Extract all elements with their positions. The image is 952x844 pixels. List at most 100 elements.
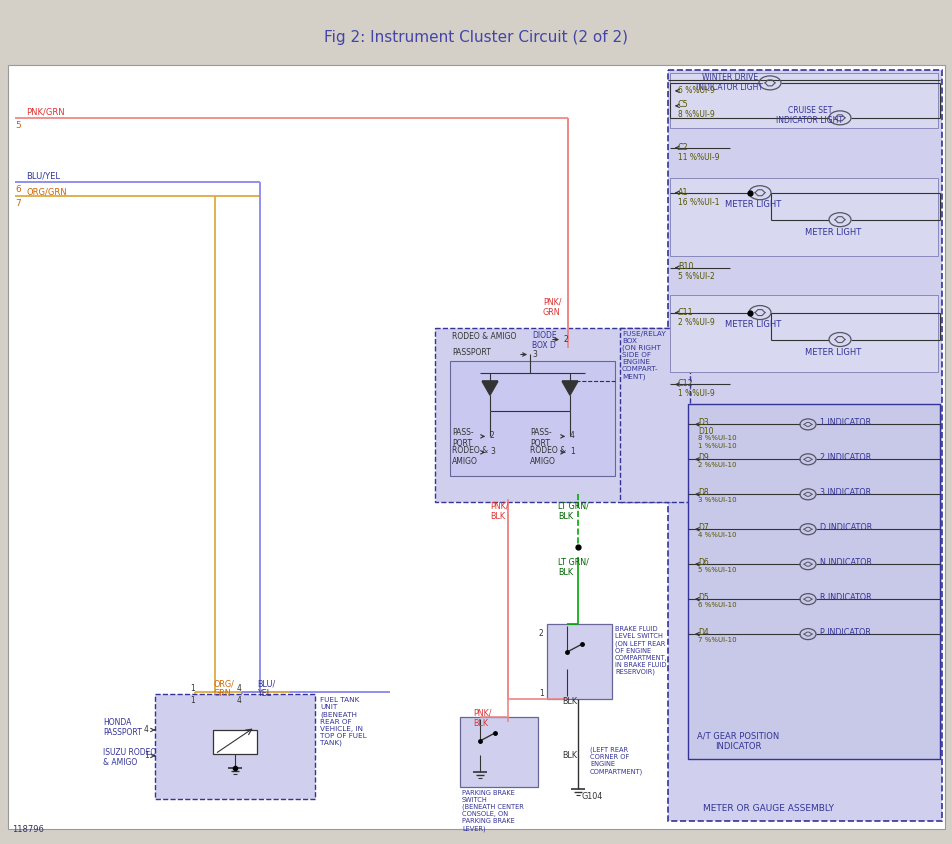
- Text: C12: C12: [677, 380, 693, 388]
- Polygon shape: [482, 381, 498, 396]
- Text: 118796: 118796: [12, 825, 44, 834]
- Text: 1: 1: [144, 751, 149, 760]
- Text: C2: C2: [677, 143, 688, 152]
- Text: 6 %%UI-9: 6 %%UI-9: [677, 86, 714, 95]
- Text: METER LIGHT: METER LIGHT: [724, 320, 781, 328]
- Text: PNK/
BLK: PNK/ BLK: [472, 709, 491, 728]
- Bar: [213, 730, 257, 754]
- Text: 1: 1: [539, 689, 544, 698]
- Bar: [460, 717, 538, 787]
- Text: 5 %%UI-10: 5 %%UI-10: [697, 567, 736, 573]
- Text: D4: D4: [697, 628, 708, 637]
- Text: 1: 1: [189, 696, 194, 705]
- Text: ORG/
GRN: ORG/ GRN: [214, 679, 234, 699]
- Text: 1 INDICATOR: 1 INDICATOR: [819, 419, 870, 427]
- Bar: [546, 624, 611, 699]
- Text: PNK/
BLK: PNK/ BLK: [489, 501, 508, 521]
- Text: RODEO &
AMIGO: RODEO & AMIGO: [451, 446, 487, 466]
- Text: BLU/YEL: BLU/YEL: [26, 172, 60, 181]
- Text: CRUISE SET
INDICATOR LIGHT: CRUISE SET INDICATOR LIGHT: [776, 106, 843, 125]
- Bar: [667, 70, 941, 821]
- Text: A/T GEAR POSITION
INDICATOR: A/T GEAR POSITION INDICATOR: [696, 732, 779, 751]
- Text: METER LIGHT: METER LIGHT: [804, 348, 861, 356]
- Text: P INDICATOR: P INDICATOR: [819, 628, 870, 637]
- Text: 6: 6: [15, 185, 21, 194]
- Text: N INDICATOR: N INDICATOR: [819, 558, 871, 567]
- Text: 4 %%UI-10: 4 %%UI-10: [697, 533, 736, 538]
- Polygon shape: [562, 381, 578, 396]
- Text: PASS-
PORT: PASS- PORT: [451, 429, 473, 448]
- Text: 2: 2: [489, 431, 494, 441]
- Text: 8 %%UI-10: 8 %%UI-10: [697, 436, 736, 441]
- Bar: [669, 178, 937, 256]
- Text: 2 INDICATOR: 2 INDICATOR: [819, 453, 870, 463]
- Text: 3 INDICATOR: 3 INDICATOR: [819, 489, 870, 497]
- Text: WINTER DRIVE
INDICATOR LIGHT: WINTER DRIVE INDICATOR LIGHT: [696, 73, 763, 92]
- Bar: [155, 694, 315, 799]
- Text: 8 %%UI-9: 8 %%UI-9: [677, 110, 714, 119]
- Text: D7: D7: [697, 523, 708, 533]
- Text: DIODE
BOX D: DIODE BOX D: [531, 331, 556, 350]
- Text: FUSE/RELAY
BOX
(ON RIGHT
SIDE OF
ENGINE
COMPART-
MENT): FUSE/RELAY BOX (ON RIGHT SIDE OF ENGINE …: [622, 331, 665, 380]
- Text: B10: B10: [677, 262, 693, 271]
- Bar: [669, 73, 937, 127]
- Text: PASS-
PORT: PASS- PORT: [529, 429, 551, 448]
- Text: 11 %%UI-9: 11 %%UI-9: [677, 153, 719, 162]
- Text: METER LIGHT: METER LIGHT: [724, 200, 781, 208]
- Text: 5 %%UI-2: 5 %%UI-2: [677, 272, 714, 280]
- Text: ORG/GRN: ORG/GRN: [26, 187, 67, 197]
- Text: C5: C5: [677, 100, 688, 109]
- Text: 3: 3: [489, 447, 494, 457]
- Text: 4: 4: [237, 696, 242, 705]
- Text: RODEO & AMIGO: RODEO & AMIGO: [451, 332, 516, 340]
- Text: 2: 2: [564, 334, 568, 344]
- Text: 3 %%UI-10: 3 %%UI-10: [697, 497, 736, 503]
- Text: BLK: BLK: [562, 751, 576, 760]
- Text: D10: D10: [697, 427, 713, 436]
- Text: 16 %%UI-1: 16 %%UI-1: [677, 197, 719, 207]
- Text: 2 %%UI-9: 2 %%UI-9: [677, 317, 714, 327]
- Text: (LEFT REAR
CORNER OF
ENGINE
COMPARTMENT): (LEFT REAR CORNER OF ENGINE COMPARTMENT): [589, 747, 643, 775]
- Text: BRAKE FLUID
LEVEL SWITCH
(ON LEFT REAR
OF ENGINE
COMPARTMENT,
IN BRAKE FLUID
RES: BRAKE FLUID LEVEL SWITCH (ON LEFT REAR O…: [614, 626, 667, 675]
- Text: 3: 3: [531, 349, 536, 359]
- Text: 7: 7: [15, 198, 21, 208]
- Text: 2: 2: [539, 629, 544, 638]
- Bar: [449, 361, 614, 476]
- Text: 1: 1: [569, 447, 574, 457]
- Text: A1: A1: [677, 187, 687, 197]
- Text: G104: G104: [582, 792, 603, 801]
- Text: FUEL TANK
UNIT
(BENEATH
REAR OF
VEHICLE, IN
TOP OF FUEL
TANK): FUEL TANK UNIT (BENEATH REAR OF VEHICLE,…: [320, 697, 367, 746]
- Text: 1: 1: [189, 684, 194, 693]
- Text: HONDA
PASSPORT: HONDA PASSPORT: [103, 718, 142, 738]
- Text: PNK/
GRN: PNK/ GRN: [543, 298, 561, 317]
- Text: PARKING BRAKE
SWITCH
(BENEATH CENTER
CONSOLE, ON
PARKING BRAKE
LEVER): PARKING BRAKE SWITCH (BENEATH CENTER CON…: [462, 790, 524, 832]
- Text: METER OR GAUGE ASSEMBLY: METER OR GAUGE ASSEMBLY: [703, 803, 833, 813]
- Text: D9: D9: [697, 453, 708, 463]
- Text: D INDICATOR: D INDICATOR: [819, 523, 871, 533]
- Text: 6 %%UI-10: 6 %%UI-10: [697, 602, 736, 609]
- Text: BLU/
YEL: BLU/ YEL: [257, 679, 275, 699]
- Text: 5: 5: [15, 121, 21, 130]
- Text: RODEO &
AMIGO: RODEO & AMIGO: [529, 446, 565, 466]
- Text: R INDICATOR: R INDICATOR: [819, 593, 871, 602]
- Text: D6: D6: [697, 558, 708, 567]
- Text: BLK: BLK: [562, 697, 576, 706]
- Text: 1 %%UI-9: 1 %%UI-9: [677, 389, 714, 398]
- Text: Fig 2: Instrument Cluster Circuit (2 of 2): Fig 2: Instrument Cluster Circuit (2 of …: [324, 30, 627, 46]
- Text: LT GRN/
BLK: LT GRN/ BLK: [558, 557, 588, 576]
- Text: C11: C11: [677, 307, 693, 316]
- Text: PASSPORT: PASSPORT: [451, 348, 490, 356]
- Text: D8: D8: [697, 489, 708, 497]
- Bar: [669, 295, 937, 372]
- Bar: [687, 404, 939, 759]
- Text: D5: D5: [697, 593, 708, 602]
- Bar: [620, 327, 689, 502]
- Text: 7 %%UI-10: 7 %%UI-10: [697, 637, 736, 643]
- Text: 1 %%UI-10: 1 %%UI-10: [697, 443, 736, 449]
- Text: D3: D3: [697, 419, 708, 427]
- Text: PNK/GRN: PNK/GRN: [26, 108, 65, 116]
- Text: 2 %%UI-10: 2 %%UI-10: [697, 463, 736, 468]
- Text: LT GRN/
BLK: LT GRN/ BLK: [558, 501, 588, 521]
- Bar: [434, 327, 669, 502]
- Text: METER LIGHT: METER LIGHT: [804, 228, 861, 236]
